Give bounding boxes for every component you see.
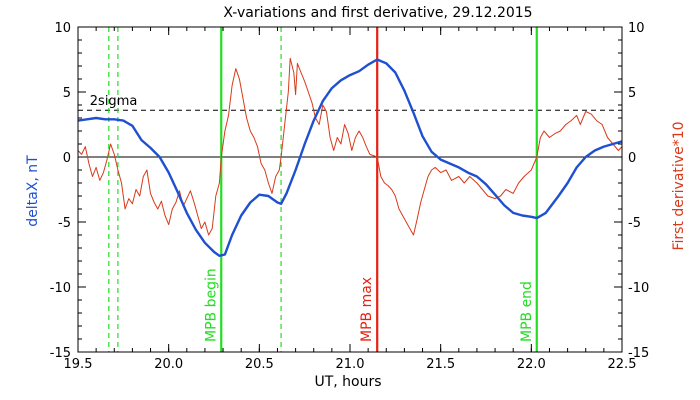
y-tick-label-right-1: 5 <box>628 86 636 101</box>
y-tick-label-right-2: 0 <box>628 151 636 166</box>
marker-label-2: MPB end <box>519 281 535 342</box>
y-tick-label-right-3: -5 <box>628 216 641 231</box>
vertical-markers <box>108 27 538 352</box>
axes: 19.5 20.0 20.5 21.0 21.5 22.0 22.5 10 10 5 5 0 0 -5 -5… <box>50 21 649 372</box>
y-tick-label-right-4: -10 <box>628 281 649 296</box>
x-tick-label-1: 20.0 <box>154 357 183 372</box>
series-lines <box>77 57 623 257</box>
x-tick-label-6: 22.5 <box>608 357 637 372</box>
marker-label-1: MPB max <box>359 277 375 342</box>
y-tick-label-left-0: 10 <box>54 21 71 36</box>
y-tick-label-left-3: -5 <box>58 216 71 231</box>
x-tick-label-5: 22.0 <box>517 357 546 372</box>
deltax-line <box>77 58 623 257</box>
x-tick-label-0: 19.5 <box>64 357 93 372</box>
marker-label-0: MPB begin <box>203 268 219 342</box>
x-tick-label-4: 21.5 <box>426 357 455 372</box>
y-tick-label-right-0: 10 <box>628 21 645 36</box>
y-tick-label-left-4: -10 <box>50 281 71 296</box>
x-tick-label-2: 20.5 <box>245 357 274 372</box>
y-tick-label-left-1: 5 <box>63 86 71 101</box>
chart-title: X-variations and first derivative, 29.12… <box>223 5 532 21</box>
y-tick-label-left-2: 0 <box>63 151 71 166</box>
y-tick-label-left-5: -15 <box>50 346 71 361</box>
threshold-label: 2sigma <box>90 94 138 109</box>
y-axis-label-left: deltaX, nT <box>25 155 41 227</box>
annotations: 2sigma MPB begin MPB max MPB end <box>90 94 535 342</box>
y-axis-label-right: First derivative*10 <box>671 121 687 250</box>
x-axis-label: UT, hours <box>314 374 381 390</box>
x-tick-label-3: 21.0 <box>336 357 365 372</box>
derivative-line <box>77 57 623 236</box>
reference-lines <box>78 109 622 158</box>
y-tick-label-right-5: -15 <box>628 346 649 361</box>
